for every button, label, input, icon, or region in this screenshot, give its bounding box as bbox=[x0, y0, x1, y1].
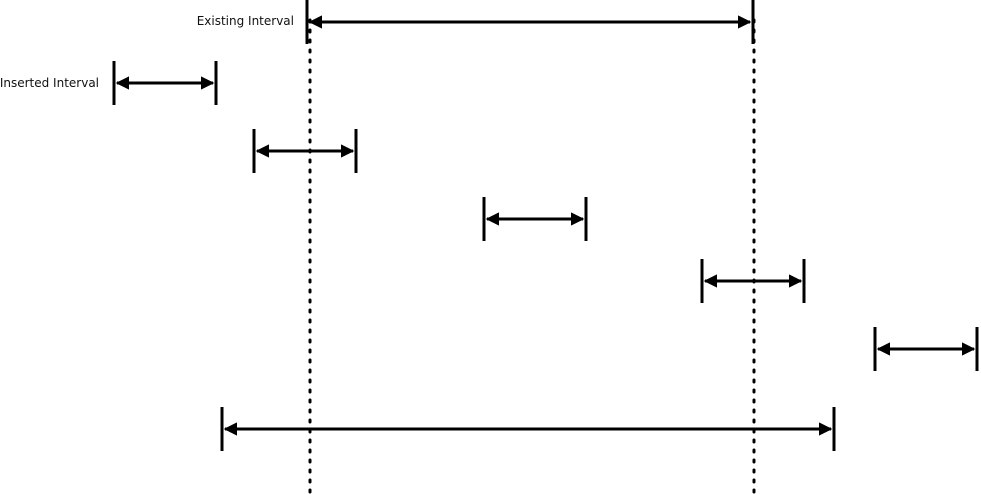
inserted-interval-before bbox=[112, 61, 218, 105]
existing-interval-label: Existing Interval bbox=[197, 14, 294, 28]
existing-interval bbox=[305, 0, 755, 44]
inserted-interval-inside bbox=[482, 197, 588, 241]
inserted-interval-encloses bbox=[220, 407, 836, 451]
inserted-interval-overlap-start bbox=[252, 129, 358, 173]
inserted-interval-label: Inserted Interval bbox=[0, 76, 99, 90]
inserted-interval-overlap-end bbox=[700, 259, 806, 303]
inserted-interval-after bbox=[873, 327, 979, 371]
